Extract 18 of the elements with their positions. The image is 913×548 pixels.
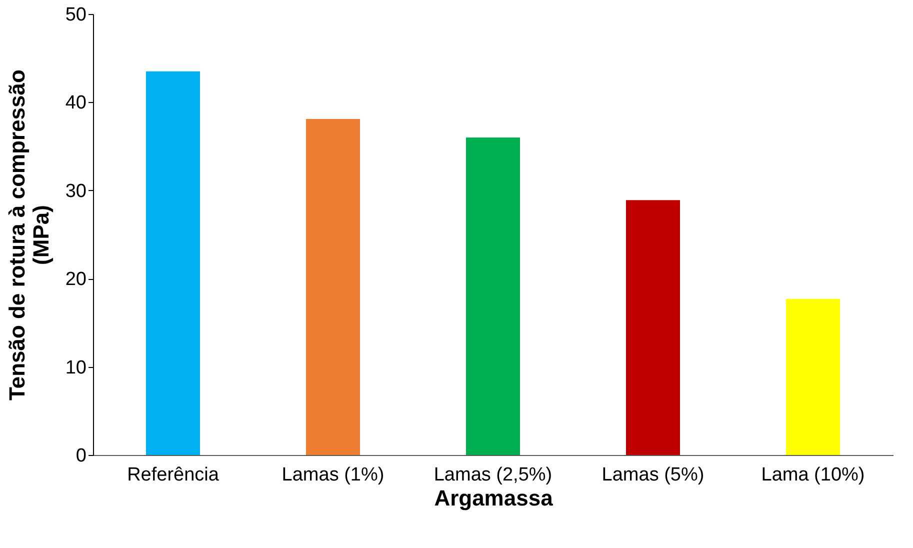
x-axis-title: Argamassa	[434, 486, 554, 510]
y-tick-label: 20	[65, 269, 86, 290]
x-tick-label: Referência	[127, 464, 220, 486]
bar	[786, 298, 840, 455]
y-tick-label: 0	[76, 446, 86, 466]
x-tick-label: Lamas (1%)	[282, 464, 384, 486]
x-tick-label: Lamas (2,5%)	[434, 464, 552, 486]
y-tick-label: 40	[65, 92, 86, 114]
bar	[626, 200, 680, 455]
y-tick-label: 10	[65, 357, 86, 378]
y-tick-label: 50	[65, 4, 86, 26]
y-tick-label: 30	[65, 180, 86, 202]
bar	[146, 71, 200, 455]
x-tick-label: Lamas (5%)	[602, 464, 704, 486]
x-tick-label: Lama (10%)	[761, 464, 865, 486]
bar	[466, 137, 520, 455]
bar	[306, 118, 360, 455]
y-axis-title: Tensão de rotura à compressão (MPa)	[4, 70, 54, 400]
